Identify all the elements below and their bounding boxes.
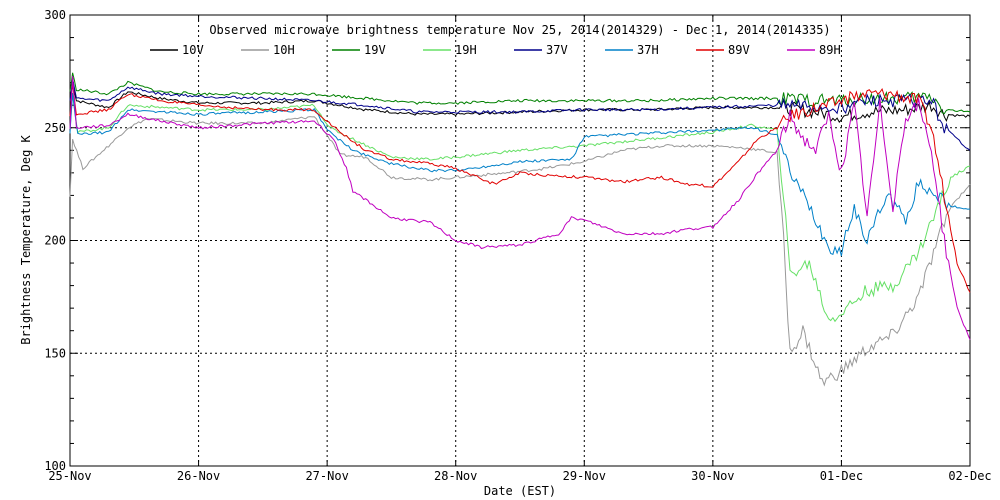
legend-label-37h: 37H	[637, 43, 659, 57]
y-tick-label: 300	[44, 8, 66, 22]
x-tick-label: 27-Nov	[305, 469, 348, 483]
x-axis-label: Date (EST)	[484, 484, 556, 498]
legend-label-19v: 19V	[364, 43, 386, 57]
gridlines	[70, 15, 970, 466]
series-line-89v	[69, 83, 971, 293]
y-tick-label: 100	[44, 459, 66, 473]
axis-ticks: 25-Nov 26-Nov 27-Nov 28-Nov 29-Nov 30-Nov 01-D…	[44, 8, 991, 483]
legend-label-89h: 89H	[819, 43, 841, 57]
series-line-37v	[69, 78, 971, 151]
x-tick-label: 01-Dec	[820, 469, 863, 483]
x-tick-label: 25-Nov	[48, 469, 91, 483]
series-lines	[69, 72, 971, 387]
y-tick-label: 200	[44, 234, 66, 248]
legend-label-89v: 89V	[728, 43, 750, 57]
y-axis-label: Brightness Temperature, Deg K	[19, 134, 33, 344]
legend-label-10v: 10V	[182, 43, 204, 57]
series-line-10h	[69, 116, 971, 387]
x-tick-label: 29-Nov	[563, 469, 606, 483]
series-line-37h	[69, 92, 971, 257]
legend-label-37v: 37V	[546, 43, 568, 57]
legend: 10V 10H 19V 19H 37V 37H 89V 89H	[150, 43, 841, 57]
x-tick-label: 28-Nov	[434, 469, 477, 483]
series-line-19v	[69, 72, 971, 115]
x-tick-label: 26-Nov	[177, 469, 220, 483]
legend-label-10h: 10H	[273, 43, 295, 57]
x-tick-label: 02-Dec	[948, 469, 991, 483]
chart-title: Observed microwave brightness temperatur…	[209, 23, 830, 37]
legend-label-19h: 19H	[455, 43, 477, 57]
x-tick-label: 30-Nov	[691, 469, 734, 483]
y-tick-label: 250	[44, 121, 66, 135]
series-line-19h	[69, 94, 971, 323]
series-line-89h	[69, 75, 971, 340]
y-tick-label: 150	[44, 346, 66, 360]
